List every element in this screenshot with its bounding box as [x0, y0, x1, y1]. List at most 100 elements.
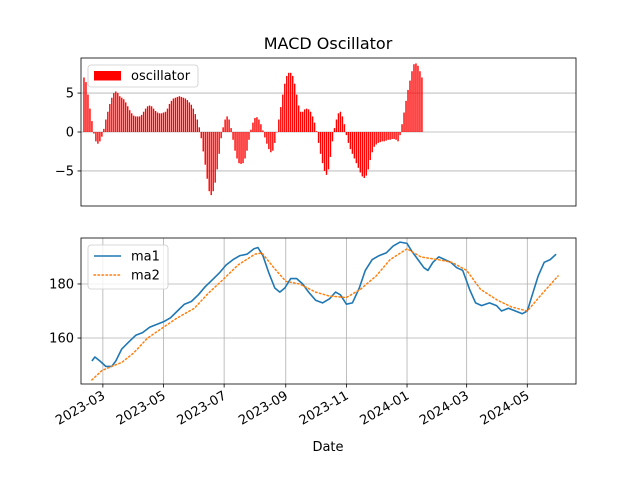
oscillator-bar [87, 95, 88, 132]
oscillator-bar [405, 101, 406, 132]
oscillator-bar [403, 113, 404, 132]
oscillator-bar [83, 77, 84, 132]
oscillator-bar [135, 116, 136, 132]
oscillator-bar [159, 113, 160, 132]
oscillator-bar [187, 100, 188, 132]
oscillator-bar [137, 116, 138, 132]
oscillator-bar [306, 109, 307, 132]
oscillator-bar [157, 113, 158, 132]
oscillator-bar [264, 132, 265, 137]
oscillator-bar [141, 115, 142, 132]
x-tick-label: 2023-07 [175, 388, 230, 428]
oscillator-bar [274, 132, 275, 143]
oscillator-bar [336, 120, 337, 132]
oscillator-bar [397, 132, 398, 141]
oscillator-bar [350, 132, 351, 149]
oscillator-bar [413, 64, 414, 132]
x-tick-label: 2024-03 [417, 388, 472, 428]
oscillator-bar [368, 132, 369, 169]
oscillator-bar [209, 132, 210, 191]
oscillator-bar [354, 132, 355, 158]
x-tick-label: 2023-09 [236, 388, 291, 428]
oscillator-bar [250, 130, 251, 132]
oscillator-bar [195, 114, 196, 132]
oscillator-bar [234, 132, 235, 151]
oscillator-bar [260, 124, 261, 132]
oscillator-bar [395, 132, 396, 140]
oscillator-bar [258, 120, 259, 132]
oscillator-bar [272, 132, 273, 151]
oscillator-bar [248, 132, 249, 140]
oscillator-bar [399, 132, 400, 135]
oscillator-bar [246, 132, 247, 151]
oscillator-bar [356, 132, 357, 163]
oscillator-bar [254, 118, 255, 132]
oscillator-bar [415, 63, 416, 132]
oscillator-bar [286, 76, 287, 132]
oscillator-bar [211, 132, 212, 195]
oscillator-bar [421, 77, 422, 132]
oscillator-bar [344, 124, 345, 132]
oscillator-bar [232, 132, 233, 140]
oscillator-bar [284, 84, 285, 132]
oscillator-bar [385, 132, 386, 141]
oscillator-bar [171, 101, 172, 132]
oscillator-bar [256, 117, 257, 132]
y-tick-label: 5 [66, 87, 74, 102]
oscillator-bar [89, 109, 90, 132]
oscillator-bar [123, 99, 124, 132]
oscillator-bar [411, 71, 412, 132]
oscillator-bar [143, 112, 144, 132]
oscillator-bar [244, 132, 245, 158]
oscillator-bar [214, 132, 215, 183]
oscillator-bar [236, 132, 237, 158]
x-tick-label: 2023-03 [53, 388, 108, 428]
oscillator-bar [165, 112, 166, 132]
oscillator-bar [417, 66, 418, 132]
oscillator-bar [121, 98, 122, 132]
oscillator-bar [312, 116, 313, 132]
oscillator-bar [185, 99, 186, 132]
oscillator-bar [117, 93, 118, 132]
oscillator-bar [113, 93, 114, 132]
oscillator-bar [262, 130, 263, 132]
oscillator-bar [101, 132, 102, 137]
oscillator-bar [314, 123, 315, 132]
oscillator-bar [419, 71, 420, 132]
oscillator-bar [320, 132, 321, 154]
oscillator-bar [294, 84, 295, 132]
oscillator-bar [366, 132, 367, 176]
oscillator-bar [379, 132, 380, 142]
oscillator-bar [290, 73, 291, 132]
oscillator-bar [370, 132, 371, 160]
oscillator-bar [205, 132, 206, 165]
oscillator-bar [383, 132, 384, 141]
oscillator-bar [91, 121, 92, 132]
oscillator-bar [222, 127, 223, 132]
oscillator-bar [348, 132, 349, 143]
oscillator-bar [391, 132, 392, 139]
oscillator-bar [268, 132, 269, 149]
oscillator-bar [374, 132, 375, 147]
oscillator-bar [278, 120, 279, 132]
oscillator-bar [300, 112, 301, 132]
oscillator-bar [252, 123, 253, 132]
oscillator-bar [163, 113, 164, 132]
x-tick-label: 2023-05 [114, 388, 169, 428]
oscillator-bar [155, 111, 156, 132]
oscillator-legend-swatch [94, 71, 121, 81]
oscillator-bar [332, 132, 333, 141]
oscillator-bar [191, 105, 192, 132]
oscillator-bar [308, 109, 309, 132]
oscillator-bar [224, 120, 225, 132]
oscillator-bar [93, 132, 94, 134]
oscillator-bar [181, 97, 182, 132]
oscillator-bar [147, 106, 148, 132]
oscillator-bar [352, 132, 353, 154]
oscillator-bar [292, 76, 293, 132]
oscillator-bar [97, 132, 98, 144]
